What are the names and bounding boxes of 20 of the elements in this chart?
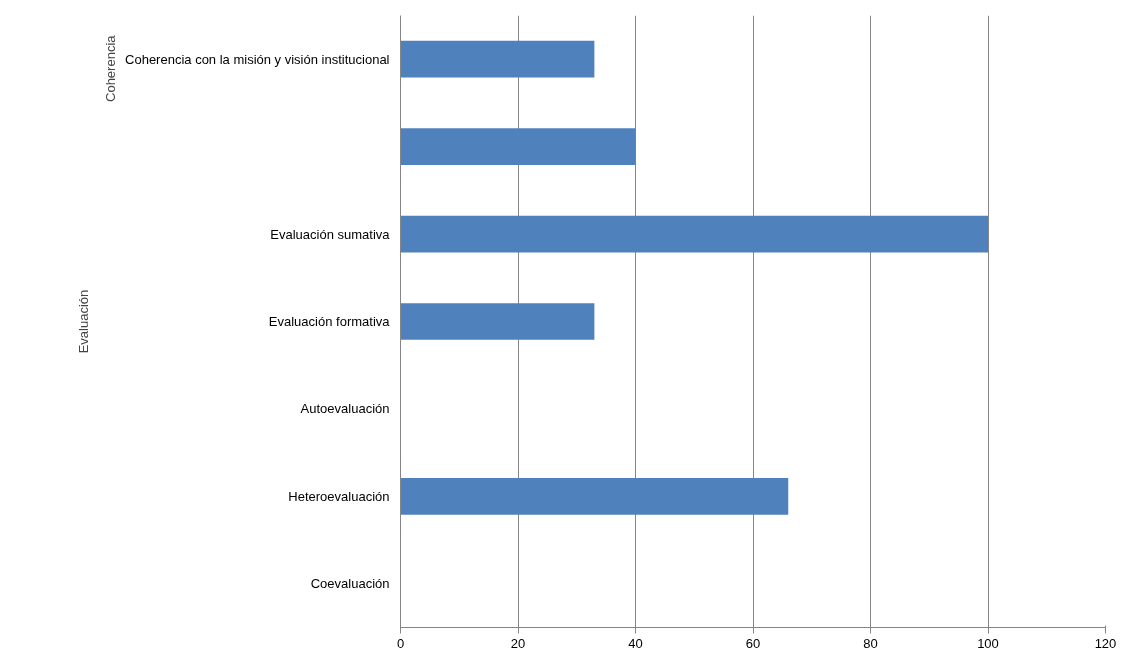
text: Evaluación: [75, 289, 91, 354]
x-tick-label: 120: [1094, 635, 1117, 651]
y-tick-label: Autoevaluación: [300, 401, 390, 417]
bar: [400, 40, 595, 78]
x-tick-label: 0: [396, 635, 405, 651]
x-tick-label: 80: [863, 635, 878, 651]
x-tick-label: 100: [977, 635, 999, 651]
bar: [400, 478, 789, 515]
text: Coherencia: [102, 34, 118, 102]
bar: [400, 215, 988, 253]
bar: [400, 303, 595, 340]
y-tick-label: Heteroevaluación: [288, 488, 390, 504]
x-tick-label: 20: [510, 635, 526, 651]
y-tick-label: Coevaluación: [310, 576, 390, 592]
y-tick-label: Coherencia con la misión y visión institucional: [125, 51, 390, 67]
x-tick-label: 40: [628, 635, 643, 651]
x-tick-label: 60: [745, 635, 761, 651]
y-tick-label: Evaluación sumativa: [270, 226, 391, 242]
y-tick-label: Evaluación formativa: [268, 314, 391, 329]
bar: [400, 128, 636, 165]
